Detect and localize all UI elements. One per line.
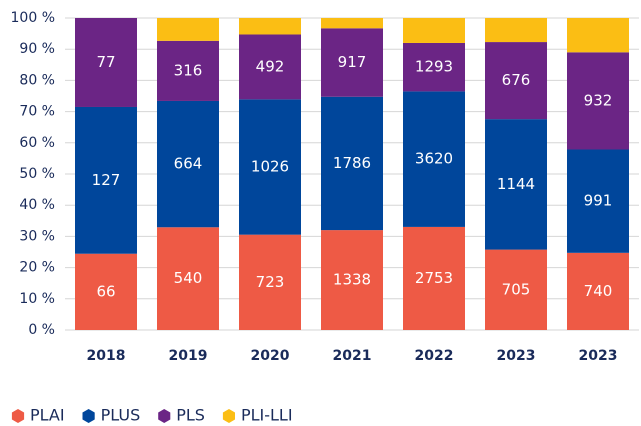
data-label: 127 — [92, 171, 121, 189]
bar-segment — [485, 249, 547, 330]
bar-segment — [321, 230, 383, 330]
bar-segment — [157, 227, 219, 330]
y-tick-label: 60 % — [19, 135, 55, 151]
data-label: 1144 — [497, 175, 535, 193]
data-label: 3620 — [415, 150, 453, 168]
x-tick-label: 2023 — [579, 348, 618, 364]
data-label: 1786 — [333, 154, 371, 172]
y-tick-label: 90 % — [19, 41, 55, 57]
data-label: 664 — [174, 155, 203, 173]
bar-segment — [75, 18, 137, 107]
bar-segment — [75, 106, 137, 254]
bar-segment — [157, 40, 219, 101]
bar-segment — [75, 253, 137, 330]
bar-segment — [157, 100, 219, 228]
data-label: 705 — [502, 280, 531, 298]
data-label: 932 — [584, 91, 613, 109]
bar-segment — [403, 91, 465, 227]
legend-label: PLAI — [30, 406, 65, 425]
data-label: 991 — [584, 192, 613, 210]
bar-segment — [567, 252, 629, 330]
data-label: 740 — [584, 282, 613, 300]
bar-segment — [485, 119, 547, 250]
x-tick-label: 2018 — [87, 348, 126, 364]
y-tick-label: 10 % — [19, 291, 55, 307]
y-tick-label: 80 % — [19, 72, 55, 88]
y-tick-label: 40 % — [19, 197, 55, 213]
legend-label: PLI-LLI — [241, 406, 293, 425]
x-tick-label: 2022 — [415, 348, 454, 364]
x-tick-label: 2023 — [497, 348, 536, 364]
data-label: 492 — [256, 57, 285, 75]
data-label: 1293 — [415, 58, 453, 76]
y-tick-label: 20 % — [19, 260, 55, 276]
data-label: 66 — [96, 282, 115, 300]
bar-segment — [403, 226, 465, 330]
bar-segment — [157, 18, 219, 41]
bar-segment — [321, 28, 383, 97]
bar-segment — [567, 52, 629, 150]
data-label: 723 — [256, 273, 285, 291]
data-label: 676 — [502, 71, 531, 89]
x-tick-label: 2019 — [169, 348, 208, 364]
bar-segment — [485, 18, 547, 43]
bar-segment — [321, 96, 383, 231]
legend-marker — [11, 409, 25, 423]
legend-label: PLS — [176, 406, 205, 425]
bar-segment — [239, 18, 301, 35]
legend-label: PLUS — [101, 406, 141, 425]
y-tick-label: 30 % — [19, 228, 55, 244]
data-label: 2753 — [415, 269, 453, 287]
legend-marker — [158, 409, 171, 423]
bar-segment — [403, 42, 465, 92]
bar-segment — [239, 234, 301, 330]
bar-segment — [567, 149, 629, 253]
y-tick-label: 100 % — [11, 10, 55, 26]
data-label: 1338 — [333, 271, 371, 289]
bar-segment — [321, 18, 383, 29]
legend-marker — [222, 409, 235, 423]
data-label: 917 — [338, 53, 367, 71]
x-tick-label: 2020 — [251, 348, 290, 364]
data-label: 316 — [174, 61, 203, 79]
data-label: 77 — [96, 53, 115, 71]
bar-segment — [403, 18, 465, 43]
bar-segment — [567, 18, 629, 53]
data-label: 540 — [174, 269, 203, 287]
data-label: 1026 — [251, 158, 289, 176]
legend-marker — [82, 409, 95, 423]
bar-segment — [239, 34, 301, 100]
bar-segment — [239, 99, 301, 235]
bar-segment — [485, 42, 547, 120]
x-tick-label: 2021 — [333, 348, 372, 364]
y-tick-label: 50 % — [19, 166, 55, 182]
y-tick-label: 0 % — [28, 322, 55, 338]
y-tick-label: 70 % — [19, 104, 55, 120]
